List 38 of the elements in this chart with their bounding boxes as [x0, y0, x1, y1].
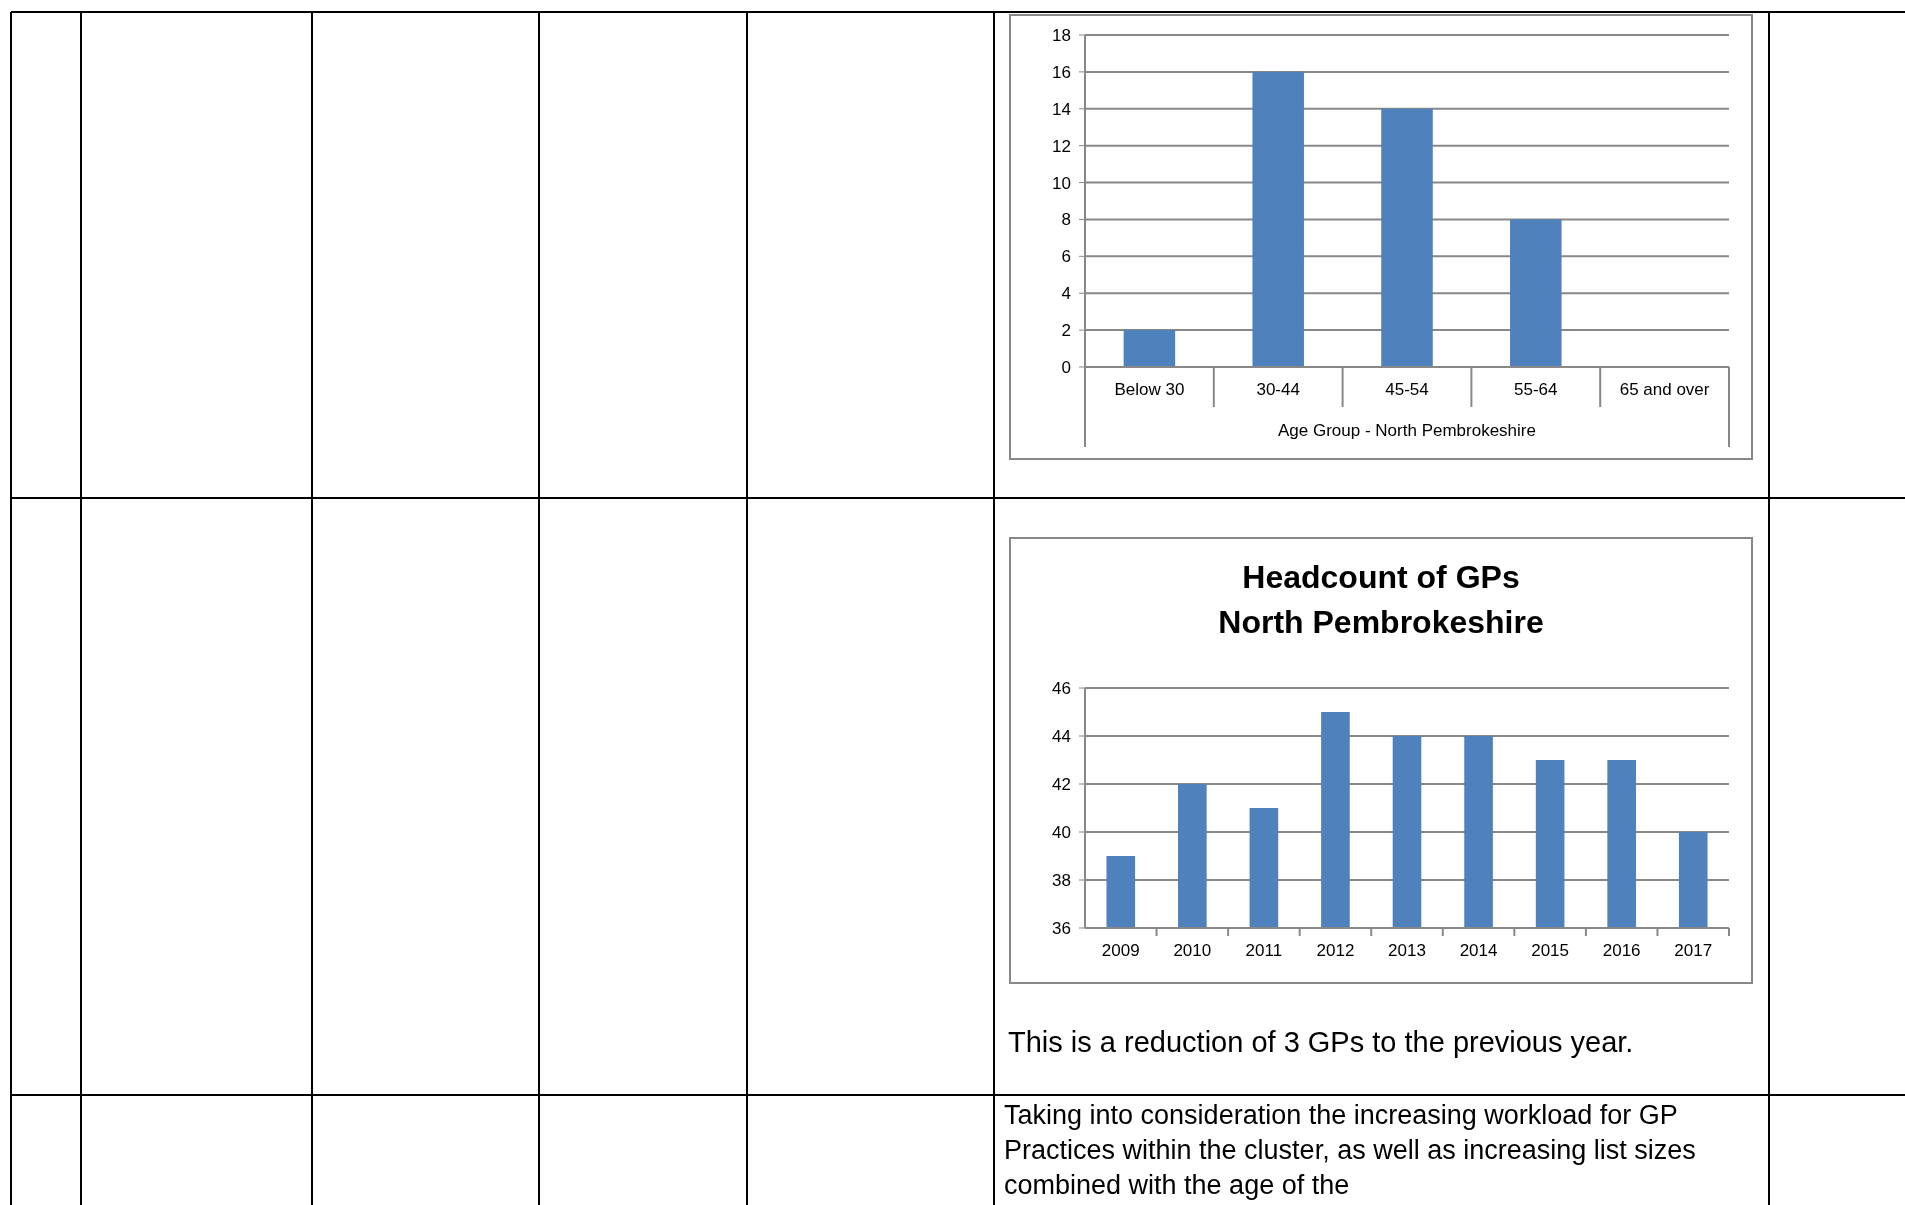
chart-title: Headcount of GPs North Pembrokeshire: [1218, 559, 1544, 640]
x-tick-label: 65 and over: [1619, 380, 1710, 399]
bar: [1123, 330, 1176, 367]
y-tick-label: 16: [1052, 62, 1071, 82]
y-tick-label: 42: [1052, 774, 1071, 794]
x-tick-label: Below 30: [1114, 380, 1185, 399]
y-tick-label: 6: [1061, 247, 1071, 267]
y-tick-label: 4: [1061, 284, 1071, 304]
bar: [1381, 108, 1433, 367]
x-tick-label: 2017: [1674, 941, 1713, 960]
x-tick-label: 2016: [1602, 941, 1641, 960]
x-tick-label: 55-64: [1514, 380, 1558, 399]
y-tick-label: 14: [1052, 99, 1071, 119]
y-tick-label: 18: [1052, 25, 1071, 45]
y-tick-label: 12: [1052, 136, 1071, 156]
y-tick-label: 10: [1052, 173, 1071, 193]
y-tick-label: 2: [1061, 321, 1071, 341]
x-tick-label: 30-44: [1256, 380, 1300, 399]
text: This is a reduction of 3 GPs to the previous year.: [1008, 1026, 1634, 1058]
x-tick-label: 2010: [1173, 941, 1212, 960]
y-tick-label: 38: [1052, 870, 1071, 890]
x-tick-label: 2015: [1531, 941, 1570, 960]
text: Taking into consideration the increasing workload for GP Practices within the cluster, as well as increasing list sizes combined with the age of the: [1004, 1099, 1697, 1202]
x-tick-label: 2014: [1459, 941, 1498, 960]
y-tick-label: 36: [1052, 918, 1071, 938]
y-tick-label: 0: [1061, 357, 1071, 377]
bar: [1252, 71, 1304, 367]
x-tick-label: 2012: [1316, 941, 1355, 960]
y-tick-label: 44: [1052, 726, 1071, 746]
x-tick-label: 45-54: [1385, 380, 1429, 399]
y-tick-label: 40: [1052, 822, 1071, 842]
x-axis-title: Age Group - North Pembrokeshire: [1278, 421, 1536, 440]
x-tick-label: 2009: [1101, 941, 1140, 960]
bar: [1510, 219, 1562, 367]
y-tick-label: 46: [1052, 678, 1071, 698]
y-tick-label: 8: [1061, 210, 1071, 230]
x-tick-label: 2011: [1245, 941, 1283, 960]
x-tick-label: 2013: [1388, 941, 1426, 960]
